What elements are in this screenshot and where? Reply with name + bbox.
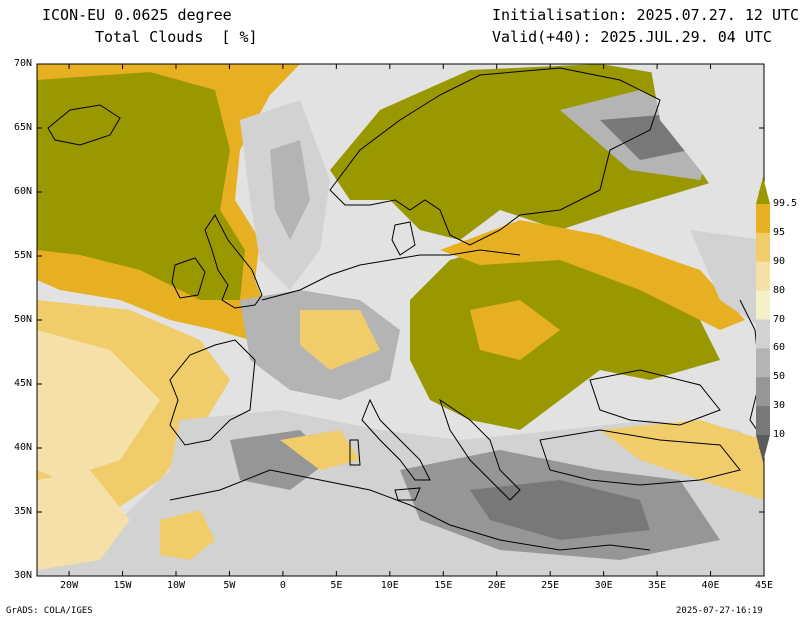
colorbar-label: 80 [773,284,786,296]
colorbar-box [756,204,770,234]
colorbar-box [756,261,770,292]
cloud-atlantic-core [37,72,245,300]
colorbar-label: 90 [773,255,786,267]
colorbar-label: 10 [773,429,786,440]
lon-label: 30E [594,580,613,591]
colorbar-label: 30 [773,400,786,412]
axis-ticks [37,63,765,577]
lat-label: 60N [13,186,32,197]
model-title: ICON-EU 0.0625 degree [42,6,232,24]
colorbar-label: 50 [773,371,786,383]
lat-label: 55N [13,250,32,261]
lat-label: 30N [13,570,32,581]
lat-label: 40N [13,442,32,453]
lon-label: 25E [541,580,560,591]
colorbar-box [756,406,770,436]
lon-label: 5W [223,580,236,591]
colorbar [756,177,770,462]
lat-label: 35N [13,506,32,517]
colorbar-top-triangle [756,177,770,204]
lon-label: 15E [434,580,453,591]
colorbar-label: 70 [773,313,786,325]
lon-label: 35E [648,580,667,591]
colorbar-label: 99.5 [773,198,798,209]
lon-label: 10W [166,580,186,591]
colorbar-box [756,377,770,407]
lon-label: 0 [279,580,286,591]
colorbar-box [756,290,770,320]
lat-label: 65N [13,122,32,133]
footer-grads: GrADS: COLA/IGES [6,606,93,616]
footer-timestamp: 2025-07-27-16:19 [676,606,763,616]
lat-label: 45N [13,378,32,389]
colorbar-label: 95 [773,226,786,238]
lat-label: 70N [13,58,32,69]
coastlines [47,67,764,551]
lon-label: 20E [487,580,506,591]
lat-label: 50N [13,314,32,325]
lon-label: 40E [701,580,720,591]
lon-label: 10E [380,580,399,591]
init-time: Initialisation: 2025.07.27. 12 UTC [492,6,800,24]
colorbar-box [756,232,770,263]
lon-label: 45E [754,580,774,591]
lon-label: 5E [330,580,343,591]
variable-title: Total Clouds [ %] [95,28,258,46]
colorbar-box [756,319,770,349]
colorbar-label: 60 [773,342,786,354]
colorbar-box [756,348,770,378]
cloud-field [37,64,764,576]
lon-label: 20W [60,580,79,591]
lon-label: 15W [113,580,132,591]
colorbar-bottom-triangle [756,435,770,462]
valid-time: Valid(+40): 2025.JUL.29. 04 UTC [492,28,772,46]
